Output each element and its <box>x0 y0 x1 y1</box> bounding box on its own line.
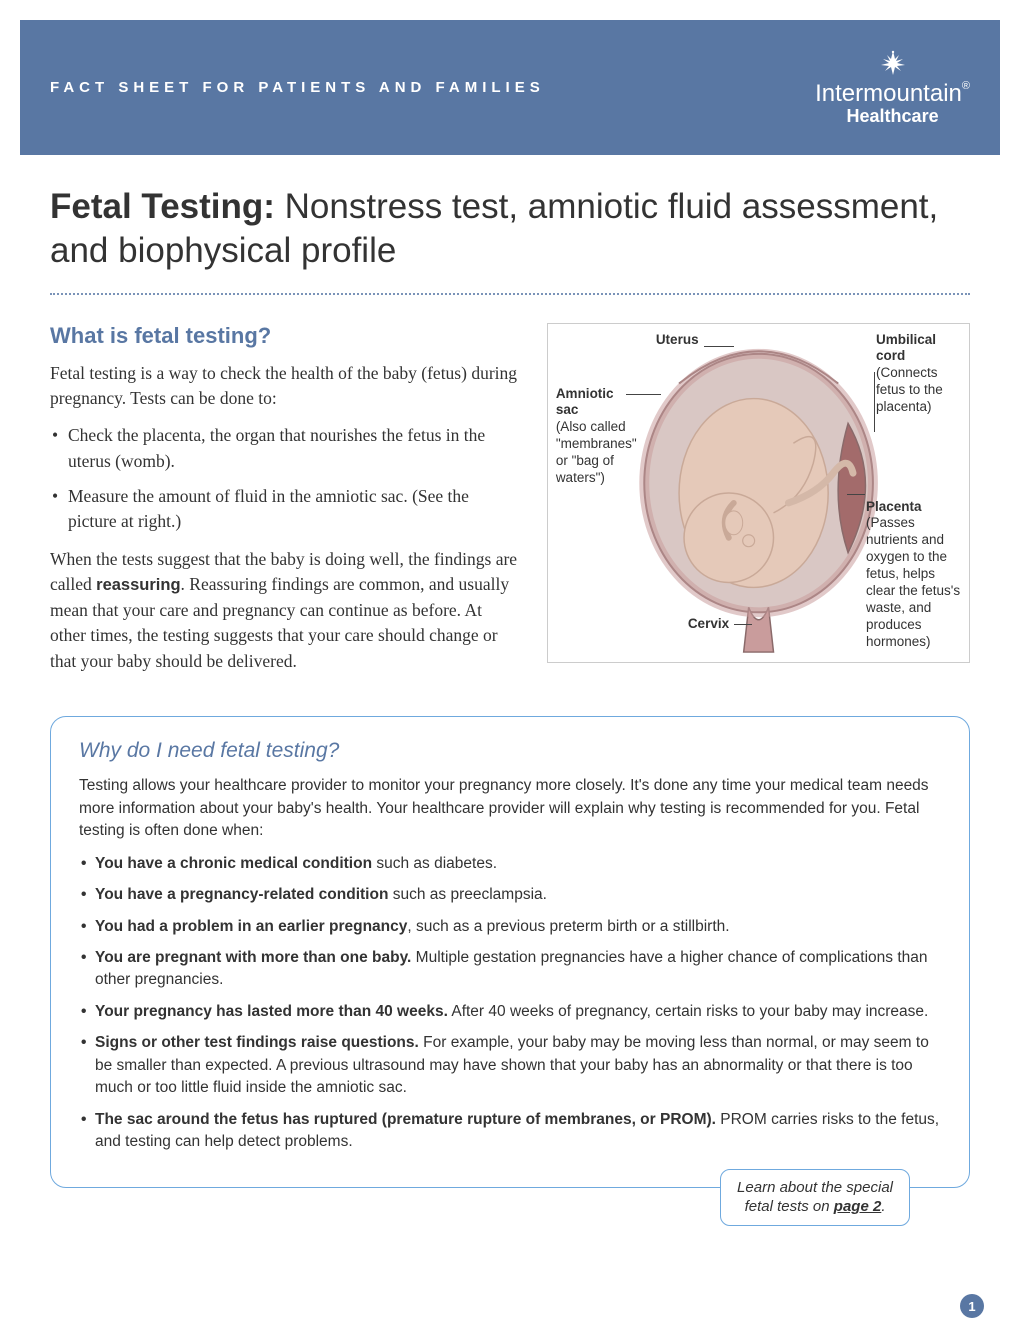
label-placenta: Placenta (Passes nutrients and oxygen to… <box>866 499 961 651</box>
learn-more-text: fetal tests on <box>745 1198 834 1215</box>
learn-more-box: Learn about the special fetal tests on p… <box>720 1169 910 1226</box>
label-text: Cervix <box>688 616 729 631</box>
callout-bold: You are pregnant with more than one baby… <box>95 949 411 966</box>
callout-text: such as preeclampsia. <box>388 886 547 903</box>
leader-line <box>847 494 865 495</box>
callout-text: After 40 weeks of pregnancy, certain ris… <box>448 1003 928 1020</box>
callout-bold: The sac around the fetus has ruptured (p… <box>95 1111 716 1128</box>
callout-item: You had a problem in an earlier pregnanc… <box>79 916 941 938</box>
brand-name-text: Intermountain <box>815 80 962 107</box>
section-heading: What is fetal testing? <box>50 323 519 349</box>
callout-item: Signs or other test findings raise quest… <box>79 1032 941 1099</box>
bullet-item: Measure the amount of fluid in the amnio… <box>50 484 519 535</box>
callout-item: You are pregnant with more than one baby… <box>79 947 941 992</box>
learn-more-page-link[interactable]: page 2 <box>834 1198 882 1215</box>
callout-item: Your pregnancy has lasted more than 40 w… <box>79 1001 941 1023</box>
callout-item: You have a pregnancy-related condition s… <box>79 884 941 906</box>
label-cervix: Cervix <box>688 616 729 633</box>
header-band: FACT SHEET FOR PATIENTS AND FAMILIES Int… <box>20 20 1000 155</box>
bullet-item: Check the placenta, the organ that nouri… <box>50 423 519 474</box>
label-text: Placenta <box>866 499 922 514</box>
callout-heading: Why do I need fetal testing? <box>79 739 941 763</box>
brand-name: Intermountain® <box>815 81 970 106</box>
label-umbilical: Umbilical cord (Connects fetus to the pl… <box>876 332 961 416</box>
bullet-bold: uterus <box>68 451 111 471</box>
paragraph-reassuring: When the tests suggest that the baby is … <box>50 547 519 674</box>
leader-line <box>874 372 875 432</box>
brand-subline: Healthcare <box>815 107 970 126</box>
brand-logo: Intermountain® Healthcare <box>815 49 970 125</box>
page-number-badge: 1 <box>960 1294 984 1318</box>
callout-bold: You had a problem in an earlier pregnanc… <box>95 918 407 935</box>
leader-line <box>626 394 661 395</box>
label-text: Umbilical cord <box>876 332 936 364</box>
page-title: Fetal Testing: Nonstress test, amniotic … <box>50 185 970 273</box>
right-column: Uterus Amniotic sac (Also called "membra… <box>547 323 970 687</box>
bullet-bold: placenta <box>143 425 201 445</box>
callout-item: You have a chronic medical condition suc… <box>79 853 941 875</box>
callout-wrapper: Why do I need fetal testing? Testing all… <box>50 716 970 1188</box>
dotted-divider <box>50 293 970 295</box>
callout-text: such as diabetes. <box>372 855 497 872</box>
callout-box: Why do I need fetal testing? Testing all… <box>50 716 970 1188</box>
label-desc: (Connects fetus to the placenta) <box>876 365 943 414</box>
two-column-row: What is fetal testing? Fetal testing is … <box>50 323 970 687</box>
callout-text: , such as a previous preterm birth or a … <box>407 918 729 935</box>
label-amniotic: Amniotic sac (Also called "membranes" or… <box>556 386 634 487</box>
label-text: Amniotic sac <box>556 386 614 418</box>
brand-reg: ® <box>962 80 970 92</box>
learn-more-text: Learn about the special <box>737 1179 893 1196</box>
anatomy-diagram: Uterus Amniotic sac (Also called "membra… <box>547 323 970 663</box>
callout-bold: You have a chronic medical condition <box>95 855 372 872</box>
callout-intro: Testing allows your healthcare provider … <box>79 775 941 842</box>
learn-more-text: . <box>881 1198 885 1215</box>
title-bold: Fetal Testing: <box>50 187 275 226</box>
bullet-text: , the organ that nourishes the fetus in … <box>201 425 485 445</box>
label-text: Uterus <box>656 332 699 347</box>
callout-item: The sac around the fetus has ruptured (p… <box>79 1109 941 1154</box>
callout-bold: Signs or other test findings raise quest… <box>95 1034 419 1051</box>
callout-bold: Your pregnancy has lasted more than 40 w… <box>95 1003 448 1020</box>
callout-list: You have a chronic medical condition suc… <box>79 853 941 1154</box>
intro-paragraph: Fetal testing is a way to check the heal… <box>50 361 519 412</box>
callout-bold: You have a pregnancy-related condition <box>95 886 388 903</box>
leader-line <box>734 624 752 625</box>
bullet-text: Measure the amount of fluid in the <box>68 486 315 506</box>
label-desc: (Also called "membranes" or "bag of wate… <box>556 419 637 485</box>
brand-icon <box>815 49 970 79</box>
page-content: Fetal Testing: Nonstress test, amniotic … <box>0 155 1020 1188</box>
page-number-text: 1 <box>968 1299 975 1314</box>
bullet-text: (womb). <box>111 451 175 471</box>
intro-bullet-list: Check the placenta, the organ that nouri… <box>50 423 519 535</box>
left-column: What is fetal testing? Fetal testing is … <box>50 323 519 687</box>
header-label: FACT SHEET FOR PATIENTS AND FAMILIES <box>50 79 545 96</box>
bullet-bold: amniotic sac. <box>315 486 407 506</box>
para-bold: reassuring <box>96 576 180 594</box>
leader-line <box>704 346 734 347</box>
bullet-text: Check the <box>68 425 143 445</box>
label-uterus: Uterus <box>656 332 699 349</box>
label-desc: (Passes nutrients and oxygen to the fetu… <box>866 515 960 648</box>
